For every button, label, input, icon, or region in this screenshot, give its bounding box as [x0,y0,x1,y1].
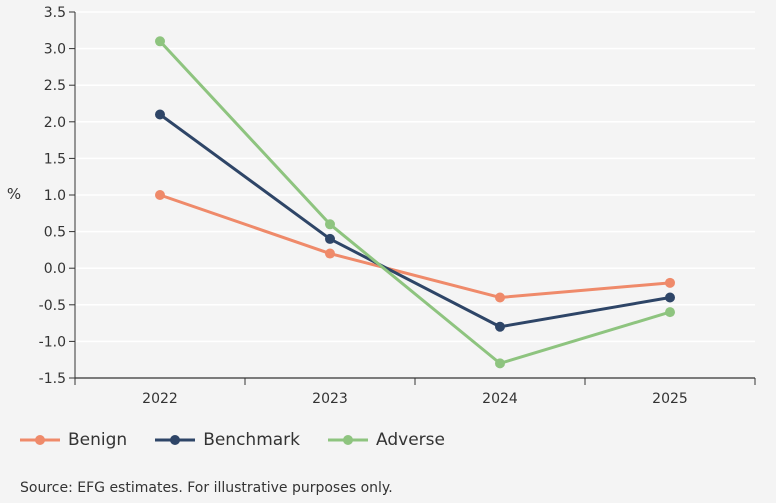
legend-label: Benign [68,430,128,450]
y-tick-label: 1.5 [44,151,66,167]
x-tick-label: 2025 [652,391,688,407]
y-axis-ticks: 3.5 3.0 2.5 2.0 1.5 1.0 0.5 0.0 -0.5 -1.0 -1.5 [39,5,76,387]
x-tick-label: 2023 [312,391,348,407]
source-note: Source: EFG estimates. For illustrative … [20,480,393,496]
y-tick-label: 3.0 [44,42,66,58]
y-tick-label: 0.0 [44,261,66,277]
x-tick-label: 2024 [482,391,518,407]
y-tick-label: -1.0 [39,334,66,350]
data-point-adverse [155,36,165,47]
y-tick-label: 3.5 [44,5,66,21]
data-point-benchmark [155,109,165,120]
series-line-benign [159,193,671,299]
y-tick-label: 0.5 [44,225,66,241]
data-point-benchmark [495,321,505,332]
series-lines [155,36,675,369]
series-line-adverse [158,40,671,365]
data-point-benign [495,292,505,303]
x-axis: 2022 2023 2024 2025 [74,377,756,407]
legend-item-adverse: Adverse [328,430,445,450]
y-tick-label: -1.5 [39,371,66,387]
legend-swatch-benchmark [155,435,196,445]
legend-label: Adverse [376,430,445,450]
legend-item-benign: Benign [20,430,127,450]
data-point-benchmark [325,233,335,244]
y-tick-label: 1.0 [44,188,66,204]
data-point-adverse [325,219,335,230]
y-tick-label: 2.5 [44,78,66,94]
series-line-benchmark [159,113,671,329]
legend-swatch-benign [20,435,60,445]
y-axis-label: % [7,185,21,203]
gridlines [75,11,755,343]
data-point-adverse [665,307,675,318]
y-tick-label: -0.5 [39,298,66,314]
data-point-benchmark [665,292,675,303]
x-tick-label: 2022 [142,391,178,407]
legend: Benign Benchmark Adverse [20,430,445,450]
data-point-benign [665,277,675,288]
data-point-adverse [495,358,505,369]
y-tick-label: 2.0 [44,115,66,131]
legend-label: Benchmark [203,430,301,450]
legend-swatch-adverse [328,435,369,445]
data-point-benign [325,248,335,259]
data-point-benign [155,190,165,200]
legend-item-benchmark: Benchmark [155,430,300,450]
line-chart: 3.5 3.0 2.5 2.0 1.5 1.0 0.5 0.0 -0.5 -1.0 -1.5 % 2… [7,5,756,407]
